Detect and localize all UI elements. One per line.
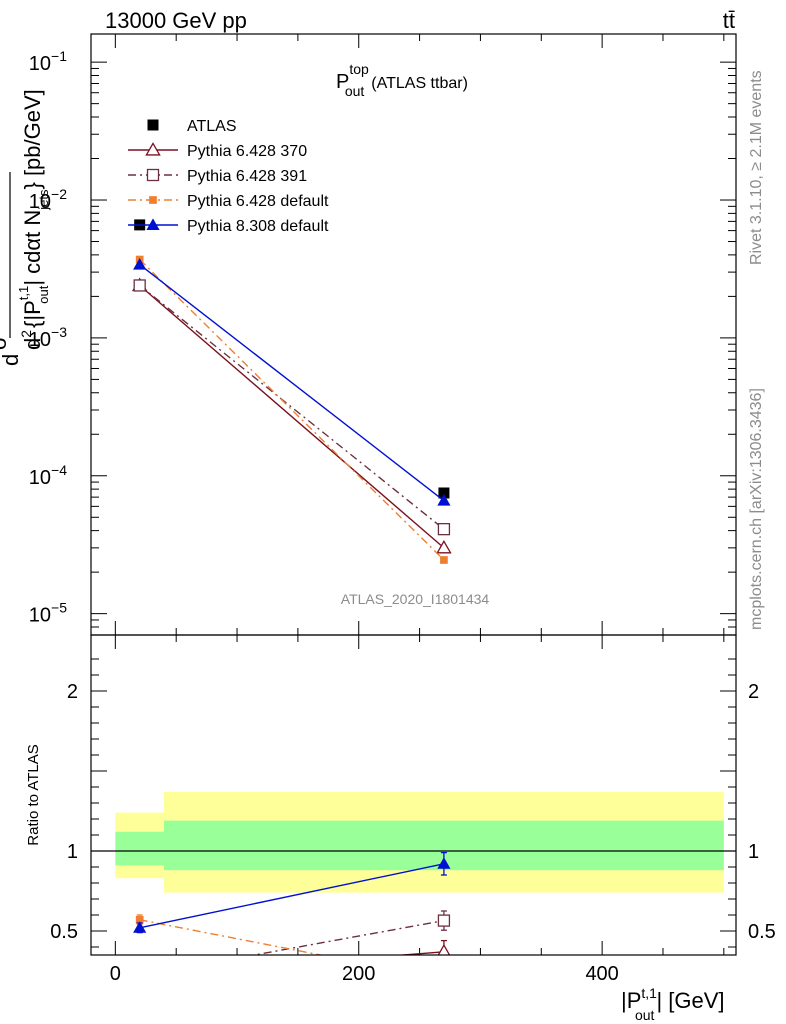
y-tick-label: 10−5 xyxy=(29,600,67,627)
y-tick-label: 10−2 xyxy=(29,186,67,213)
ratio-panel: Ratio to ATLAS 0.5 1 2 0.5 1 2 0 200 400… xyxy=(25,634,776,1023)
legend-entry: Pythia 8.308 default xyxy=(128,218,329,235)
svg-text:ATLAS: ATLAS xyxy=(187,118,237,135)
y-tick-label: 10−1 xyxy=(29,48,67,75)
data-point xyxy=(133,921,147,933)
ratio-axis-ticks xyxy=(91,635,736,955)
ratio-y-tick-label: 2 xyxy=(67,681,78,703)
ratio-y-tick-label: 1 xyxy=(67,841,78,863)
uncertainty-bands xyxy=(91,791,736,893)
data-point xyxy=(133,279,146,292)
data-point xyxy=(135,915,144,924)
analysis-watermark: ATLAS_2020_I1801434 xyxy=(341,591,490,607)
x-axis-label: |Pt,1 out| [GeV] xyxy=(621,985,725,1023)
ratio-line xyxy=(139,863,445,929)
ratio-y-tick-label-right: 0.5 xyxy=(748,921,776,943)
data-point xyxy=(437,523,451,536)
data-point xyxy=(440,975,448,983)
legend: ATLAS Pythia 6.428 370 Pythia 6.428 391 … xyxy=(128,118,329,235)
legend-entry: Pythia 6.428 391 xyxy=(128,168,307,185)
process-label: tt̄ xyxy=(723,8,735,33)
ratio-y-label: Ratio to ATLAS xyxy=(25,744,42,845)
green-band xyxy=(115,831,165,866)
data-point xyxy=(436,539,452,554)
ratio-series xyxy=(133,851,451,983)
y-tick-label: 10−3 xyxy=(29,324,67,351)
data-point xyxy=(146,168,160,182)
x-tick-label: 0 xyxy=(110,963,121,985)
main-panel: 10−1 10−2 10−3 10−4 10−5 Ptop out (ATLAS t… xyxy=(0,33,737,636)
ratio-y-tick-label-right: 1 xyxy=(748,841,759,863)
series-line xyxy=(139,284,445,549)
data-point xyxy=(146,218,160,230)
energy-label: 13000 GeV pp xyxy=(105,8,247,33)
main-y-tick-labels: 10−1 10−2 10−3 10−4 10−5 xyxy=(29,48,67,626)
main-series xyxy=(131,219,452,564)
legend-entry: Pythia 6.428 default xyxy=(128,193,329,210)
x-tick-label: 200 xyxy=(342,963,375,985)
legend-entry: ATLAS xyxy=(147,118,237,135)
series-line xyxy=(139,259,445,561)
chart-title: Ptop out (ATLAS ttbar) xyxy=(336,61,468,99)
svg-text:σ: σ xyxy=(0,336,11,350)
data-point xyxy=(145,142,161,156)
data-point xyxy=(149,196,157,204)
svg-text:d: d xyxy=(0,354,23,366)
svg-text:Pythia 8.308 default: Pythia 8.308 default xyxy=(187,218,329,235)
data-point xyxy=(437,914,451,927)
series-line xyxy=(139,264,445,502)
main-axis-ticks xyxy=(91,34,736,636)
ratio-y-tick-label: 0.5 xyxy=(50,921,78,943)
rivet-label: Rivet 3.1.10, ≥ 2.1M events xyxy=(748,70,765,265)
series-line xyxy=(139,284,445,530)
data-point xyxy=(133,258,147,270)
y-tick-label: 10−4 xyxy=(29,462,67,489)
data-point xyxy=(438,487,450,499)
data-point xyxy=(134,970,145,981)
data-point xyxy=(440,556,448,564)
ratio-line xyxy=(250,919,445,955)
ratio-y-tick-label-right: 2 xyxy=(748,681,759,703)
data-point xyxy=(147,119,159,131)
mcplots-label: mcplots.cern.ch [arXiv:1306.3436] xyxy=(748,388,765,630)
legend-entry: Pythia 6.428 370 xyxy=(128,142,307,160)
data-point xyxy=(437,857,451,869)
ratio-frame xyxy=(90,634,737,956)
data-point xyxy=(437,494,451,506)
svg-text:Pythia 6.428 370: Pythia 6.428 370 xyxy=(187,143,307,160)
svg-text:Pythia 6.428 391: Pythia 6.428 391 xyxy=(187,168,307,185)
x-tick-label: 400 xyxy=(585,963,618,985)
svg-text:Pythia 6.428 default: Pythia 6.428 default xyxy=(187,193,329,210)
data-point xyxy=(437,943,451,955)
data-point xyxy=(133,969,146,981)
ratio-line xyxy=(139,919,325,955)
